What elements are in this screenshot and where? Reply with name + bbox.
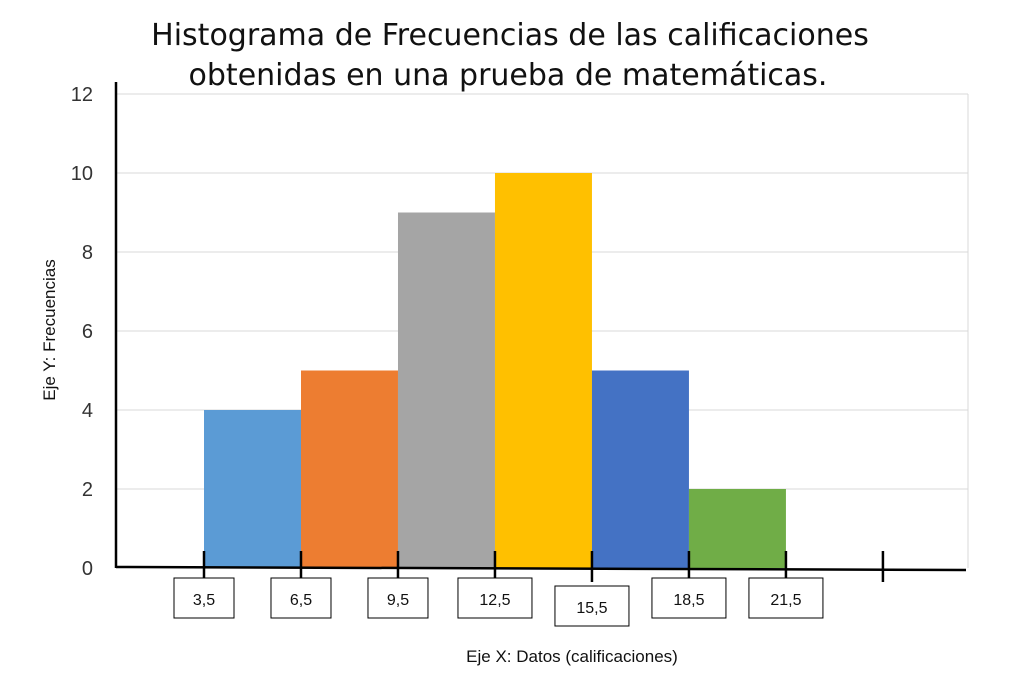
y-tick-label: 8 (82, 242, 93, 264)
y-tick-label: 0 (82, 558, 93, 580)
bar-5 (591, 370, 689, 568)
x-tick-label: 15,5 (576, 600, 607, 617)
bar-1 (204, 410, 301, 568)
bar-4 (494, 173, 592, 568)
y-axis-label: Eje Y: Frecuencias (40, 259, 59, 400)
x-tick-label-box (457, 577, 533, 619)
bar-6 (688, 489, 786, 568)
x-tick-label-box (748, 577, 824, 619)
x-tick-label: 12,5 (479, 592, 510, 609)
x-ticks: 3,5 6,5 9,5 12,5 15,5 18,5 21,5 (173, 551, 885, 627)
y-tick-label: 2 (82, 479, 93, 501)
y-tick-label: 12 (71, 84, 93, 106)
y-tick-label: 6 (82, 321, 93, 343)
x-tick-label: 21,5 (770, 592, 801, 609)
x-tick-label-box (367, 577, 429, 619)
x-tick-label: 3,5 (193, 592, 215, 609)
x-tick-label: 9,5 (387, 592, 409, 609)
x-axis-label: Eje X: Datos (calificaciones) (466, 647, 678, 666)
bar-3 (397, 212, 495, 568)
x-tick-label-box (554, 585, 630, 627)
x-tick-label-box (651, 577, 727, 619)
y-tick-label: 4 (82, 400, 93, 422)
x-axis-line (115, 565, 967, 572)
x-tick-label-box (173, 577, 235, 619)
bars (204, 173, 786, 568)
chart-title-line-1: Histograma de Frecuencias de las calific… (151, 18, 869, 53)
chart-title-line-2: obtenidas en una prueba de matemáticas. (189, 58, 828, 93)
y-tick-label: 10 (71, 163, 93, 185)
x-tick-label: 18,5 (673, 592, 704, 609)
x-tick-label-box (270, 577, 332, 619)
bar-2 (300, 370, 398, 568)
y-tick-labels: 0 2 4 6 8 10 12 (71, 84, 93, 580)
x-tick-label: 6,5 (290, 592, 312, 609)
